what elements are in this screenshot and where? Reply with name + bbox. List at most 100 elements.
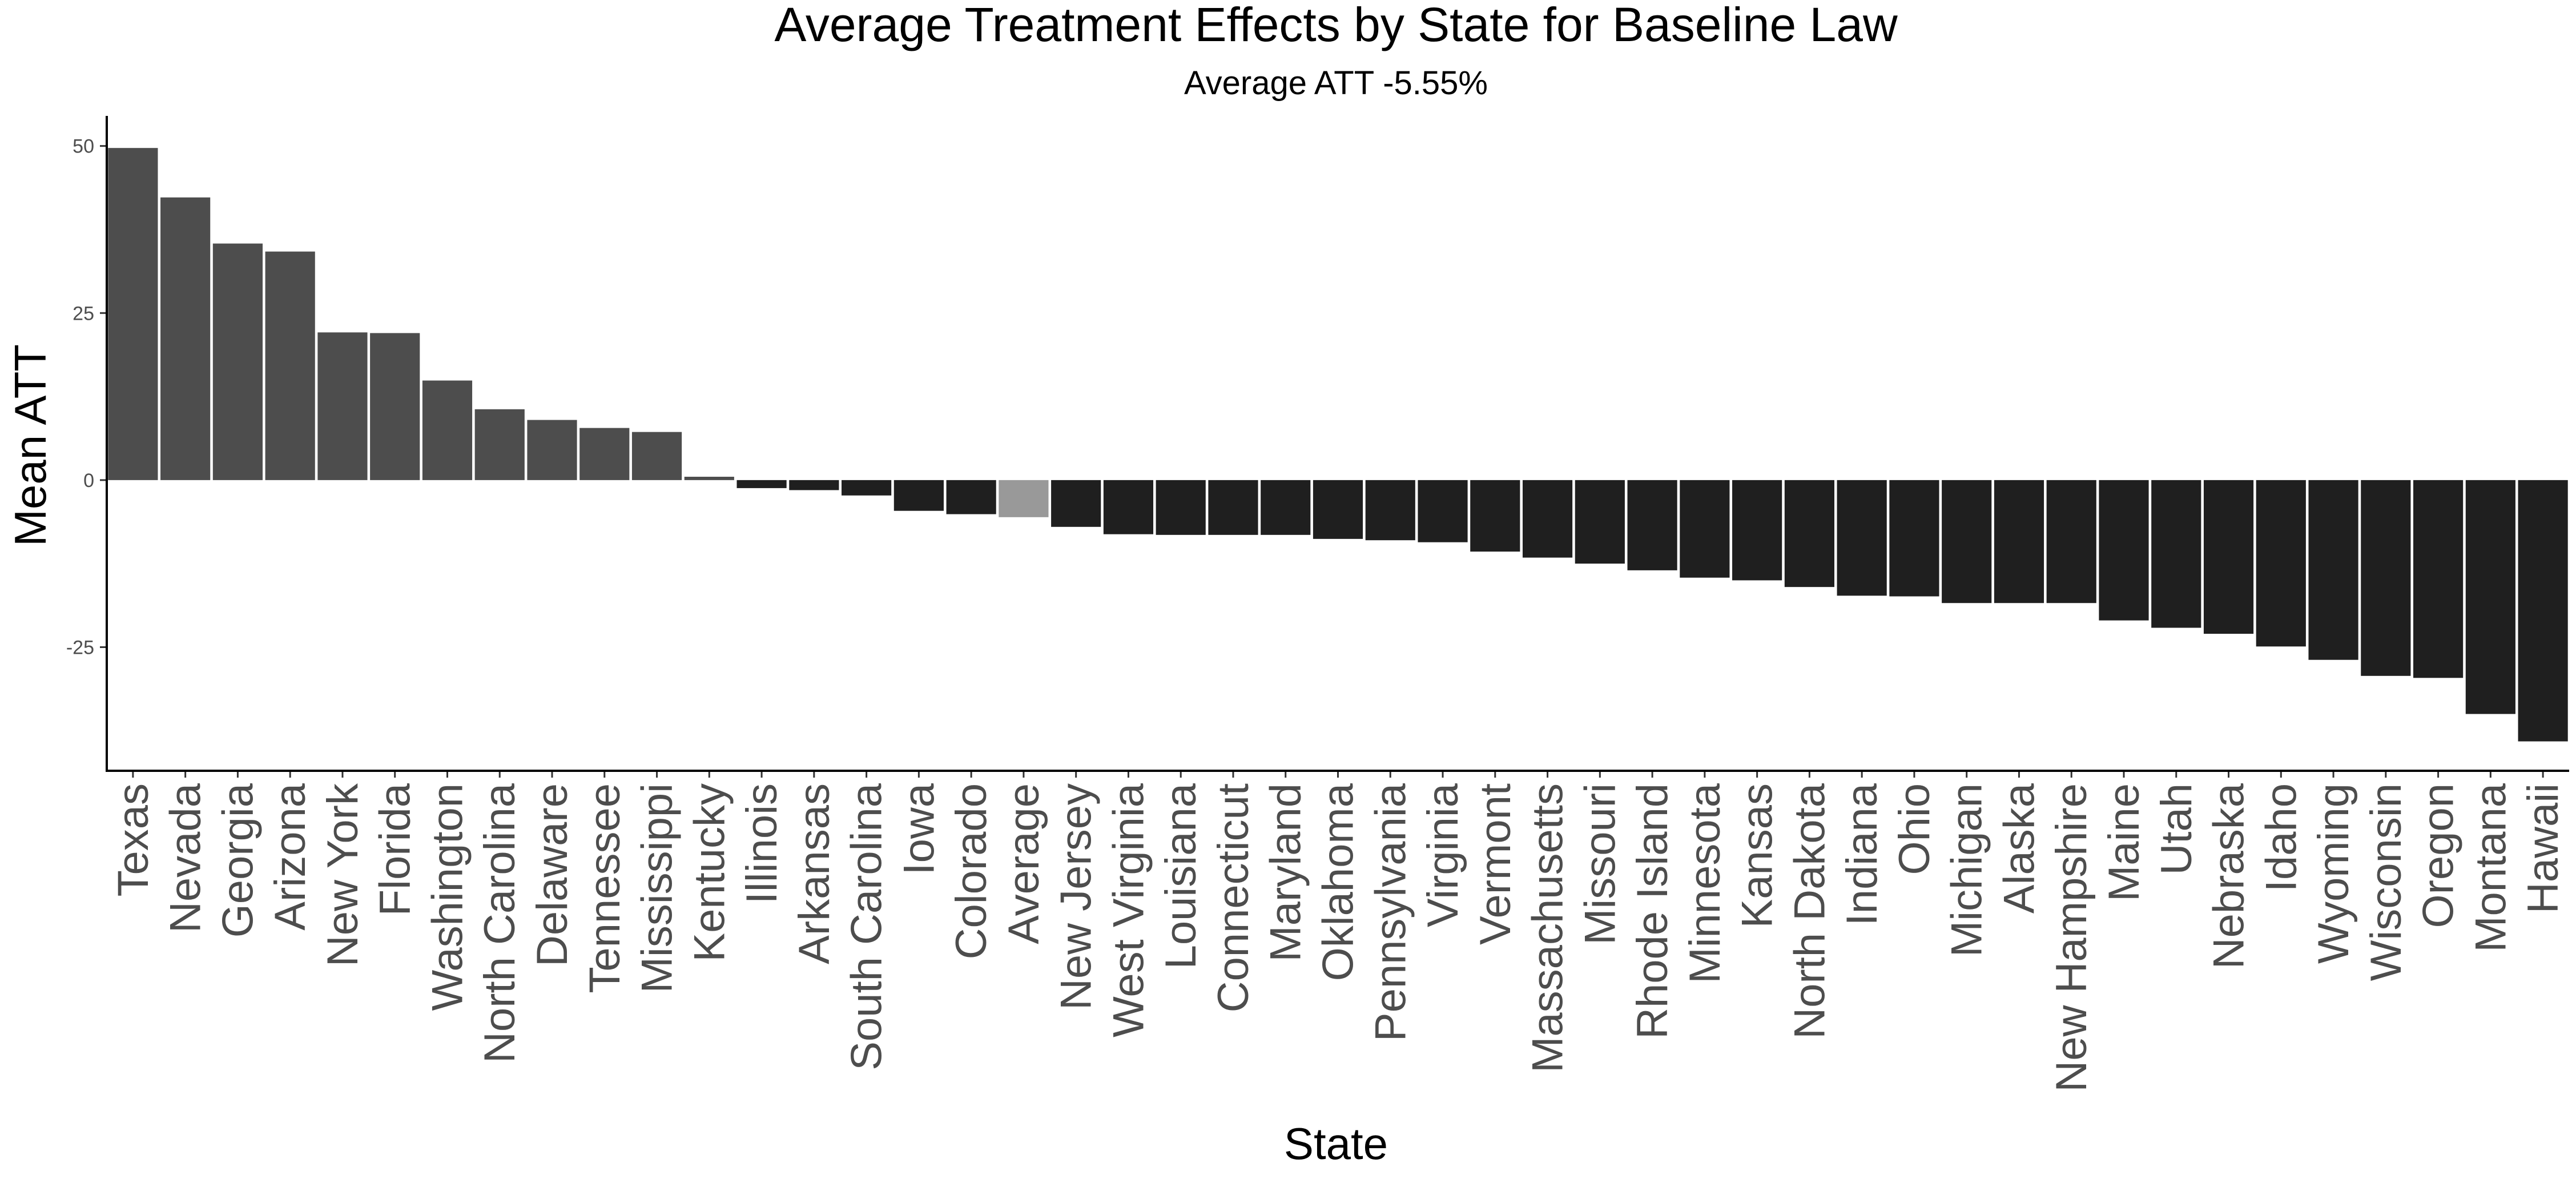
y-tick-label: -25 (66, 637, 94, 658)
x-tick-label: Indiana (1838, 783, 1886, 926)
bar-oklahoma (1313, 480, 1363, 539)
bar-new-york (317, 332, 368, 480)
x-tick-label: Virginia (1419, 783, 1467, 927)
x-tick-label: New Hampshire (2047, 783, 2096, 1092)
bar-georgia (212, 243, 263, 480)
bar-wyoming (2308, 480, 2358, 660)
x-tick-label: Oklahoma (1314, 783, 1363, 981)
x-tick-label: Delaware (528, 783, 577, 967)
bar-connecticut (1208, 480, 1258, 535)
bar-arkansas (789, 480, 839, 490)
x-tick-label: Maine (2100, 783, 2148, 902)
x-tick-label: Idaho (2257, 783, 2305, 892)
x-tick-label: North Carolina (476, 783, 524, 1063)
x-tick-label: Arkansas (790, 783, 839, 964)
bar-nevada (160, 197, 211, 480)
x-tick-label: Illinois (738, 783, 786, 904)
bar-louisiana (1156, 480, 1206, 535)
x-tick-label: Georgia (214, 783, 262, 937)
bar-texas (108, 148, 158, 480)
x-tick-label: Montana (2466, 783, 2515, 952)
bar-nebraska (2203, 480, 2254, 634)
bar-minnesota (1680, 480, 1730, 578)
bar-west-virginia (1103, 480, 1154, 534)
x-tick-label: Nevada (162, 783, 210, 933)
x-tick-label: Wyoming (2309, 783, 2358, 964)
x-tick-label: Florida (371, 783, 420, 916)
x-axis-title: State (1284, 1118, 1388, 1169)
chart-title: Average Treatment Effects by State for B… (774, 0, 1898, 51)
bar-north-dakota (1784, 480, 1834, 588)
x-tick-label: Hawaii (2519, 783, 2567, 914)
bar-new-hampshire (2046, 480, 2096, 603)
chart-subtitle: Average ATT -5.55% (1184, 65, 1488, 102)
bar-new-jersey (1051, 480, 1101, 527)
bar-north-carolina (474, 409, 525, 480)
bar-massachusetts (1522, 480, 1573, 558)
x-tick-label: Average (1000, 783, 1048, 944)
x-tick-label: Oregon (2414, 783, 2463, 928)
bar-ohio (1889, 480, 1939, 597)
bar-colorado (946, 480, 996, 514)
bar-utah (2151, 480, 2201, 628)
bar-virginia (1418, 480, 1468, 542)
bar-vermont (1470, 480, 1520, 552)
x-tick-label: Vermont (1471, 783, 1520, 945)
bar-south-carolina (842, 480, 892, 496)
bar-alaska (1994, 480, 2044, 603)
plot-area: 50 25 0 -25 Texas Nevada Georgia Arizona New Yor… (66, 136, 2568, 1092)
x-tick-label: Wisconsin (2362, 783, 2410, 981)
bar-idaho (2256, 480, 2306, 647)
x-tick-label: Kansas (1733, 783, 1782, 928)
bar-pennsylvania (1365, 480, 1415, 541)
bar-indiana (1837, 480, 1887, 596)
x-tick-label: Utah (2152, 783, 2201, 875)
y-tick-label: 50 (73, 136, 94, 158)
bar-wisconsin (2361, 480, 2411, 676)
bar-iowa (893, 480, 944, 511)
bar-maine (2099, 480, 2149, 621)
bar-montana (2465, 480, 2515, 714)
bar-average (999, 480, 1049, 517)
x-tick-label: Kentucky (685, 783, 734, 962)
bar-tennessee (579, 428, 630, 480)
y-tick-label: 0 (83, 470, 94, 492)
x-tick-label: Arizona (266, 783, 315, 930)
y-tick-label: 25 (73, 303, 94, 324)
x-tick-label: Colorado (947, 783, 996, 959)
x-tick-label: Maryland (1262, 783, 1310, 962)
bar-delaware (527, 420, 577, 480)
x-tick-label: Alaska (1995, 783, 2043, 914)
x-tick-label: Pennsylvania (1366, 783, 1415, 1041)
x-tick-label: Louisiana (1157, 783, 1205, 969)
bar-florida (370, 333, 420, 480)
bar-maryland (1261, 480, 1311, 535)
x-tick-label: Texas (109, 783, 158, 897)
y-axis-title: Mean ATT (5, 344, 55, 546)
bar-washington (422, 380, 473, 480)
x-tick-label: South Carolina (843, 783, 891, 1070)
bar-hawaii (2518, 480, 2568, 742)
x-tick-label: West Virginia (1104, 783, 1153, 1037)
x-tick-label: New York (319, 783, 367, 967)
bar-kansas (1732, 480, 1782, 581)
x-tick-label: Rhode Island (1628, 783, 1677, 1039)
x-tick-label: Ohio (1890, 783, 1939, 875)
bar-oregon (2413, 480, 2464, 678)
bar-illinois (736, 480, 787, 488)
bar-michigan (1942, 480, 1992, 603)
x-tick-label: Mississippi (633, 783, 682, 993)
bar-rhode-island (1627, 480, 1677, 570)
x-tick-label: North Dakota (1785, 783, 1834, 1039)
x-tick-label: Missouri (1576, 783, 1624, 945)
x-tick-label: Nebraska (2205, 783, 2253, 969)
x-tick-label: Massachusetts (1524, 783, 1572, 1073)
bar-arizona (265, 251, 315, 480)
x-tick-label: Connecticut (1209, 783, 1258, 1012)
bar-mississippi (631, 432, 682, 480)
bar-missouri (1575, 480, 1625, 564)
x-tick-label: New Jersey (1052, 783, 1101, 1010)
x-tick-label: Michigan (1943, 783, 1991, 957)
x-tick-label: Minnesota (1681, 783, 1729, 983)
